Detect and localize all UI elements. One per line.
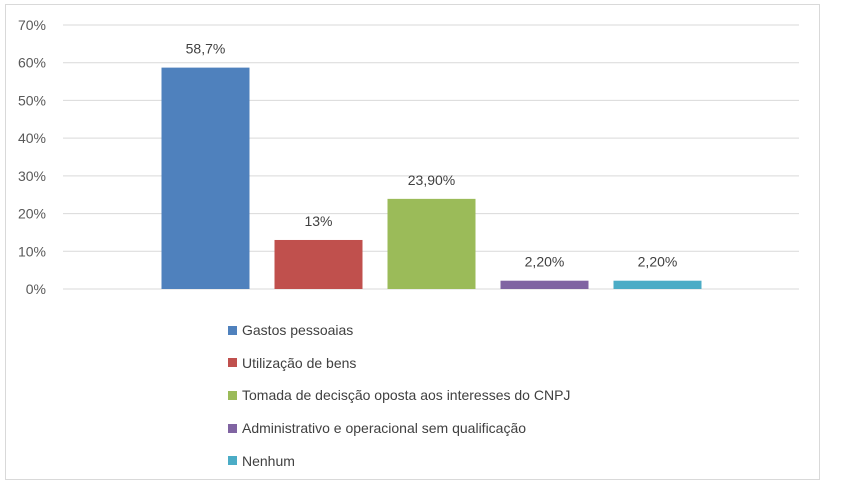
data-label: 23,90%	[408, 172, 455, 188]
legend-swatch	[228, 423, 237, 433]
legend-item: Administrativo e operacional sem qualifi…	[228, 412, 570, 445]
legend-swatch	[228, 358, 237, 368]
bar	[274, 239, 363, 289]
data-label: 2,20%	[638, 254, 678, 270]
chart-legend: Gastos pessoaias Utilização de bens Tomada…	[228, 314, 570, 477]
y-tick-label: 40%	[18, 130, 46, 146]
legend-label: Tomada de decisção oposta aos interesses…	[242, 387, 571, 404]
chart-frame	[5, 4, 820, 480]
legend-item: Nenhum	[228, 444, 570, 477]
legend-label: Administrativo e operacional sem qualifi…	[242, 420, 527, 437]
data-label: 2,20%	[525, 254, 565, 270]
legend-item: Tomada de decisção oposta aos interesses…	[228, 379, 570, 412]
data-label: 58,7%	[186, 41, 226, 57]
legend-label: Gastos pessoaias	[242, 322, 354, 339]
legend-swatch	[228, 456, 237, 466]
y-tick-label: 50%	[18, 92, 46, 108]
legend-label: Utilização de bens	[242, 354, 357, 371]
legend-label: Nenhum	[242, 452, 295, 469]
bar	[161, 67, 250, 289]
y-tick-label: 0%	[26, 281, 46, 297]
y-tick-label: 70%	[18, 17, 46, 33]
y-tick-label: 20%	[18, 206, 46, 222]
legend-swatch	[228, 390, 237, 400]
y-tick-label: 30%	[18, 168, 46, 184]
bar	[500, 280, 589, 289]
y-tick-label: 60%	[18, 55, 46, 71]
legend-item: Gastos pessoaias	[228, 314, 570, 347]
legend-item: Utilização de bens	[228, 347, 570, 380]
bar	[613, 280, 702, 289]
bar	[387, 198, 476, 289]
legend-swatch	[228, 325, 237, 335]
y-tick-label: 10%	[18, 243, 46, 259]
data-label: 13%	[304, 213, 332, 229]
